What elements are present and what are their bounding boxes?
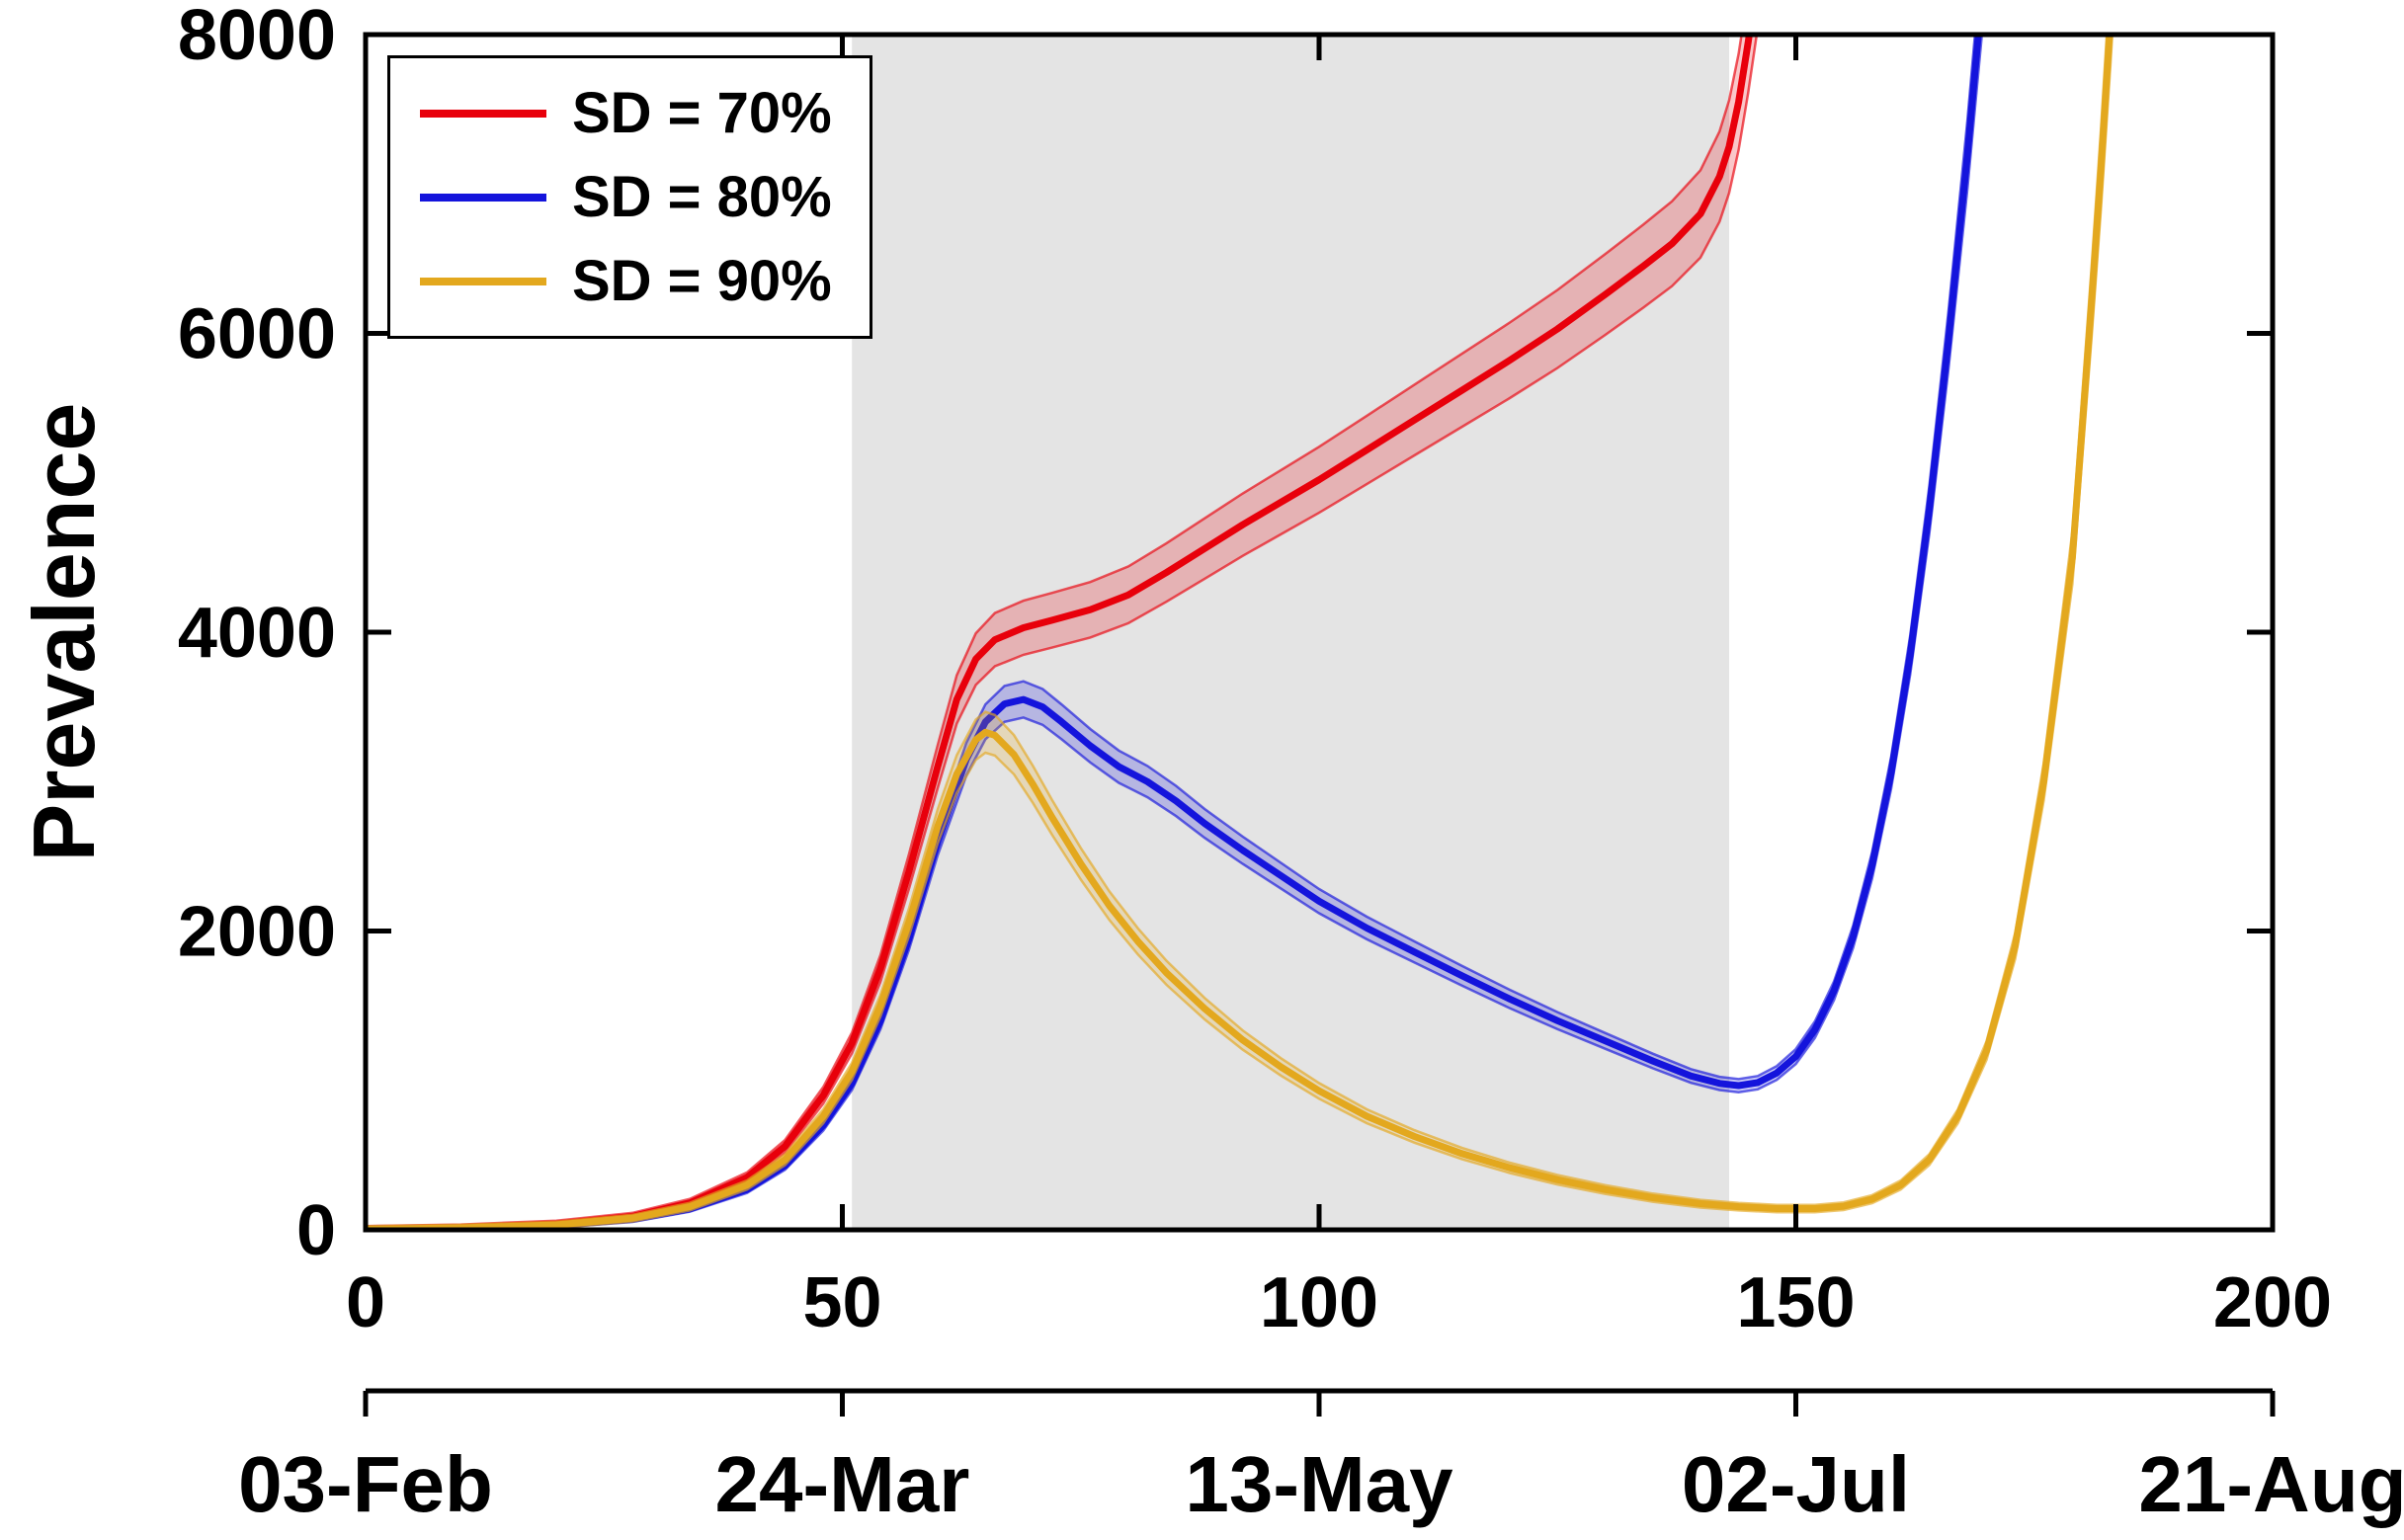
series-2-band-upper: [366, 35, 2109, 1228]
date-tick-label: 02-Jul: [1682, 1440, 1910, 1528]
legend-item-sd-80: SD = 80%: [420, 164, 832, 230]
series-2: [366, 35, 2114, 1230]
series-0-band-lower: [432, 35, 1759, 1230]
legend-line-sample-sd-80: [420, 193, 546, 202]
series-0: [366, 35, 1759, 1230]
legend-label-sd-90: SD = 90%: [572, 249, 832, 313]
legend-item-sd-90: SD = 90%: [420, 248, 832, 314]
legend: SD = 70% SD = 80% SD = 90%: [387, 55, 872, 339]
date-tick-label: 03-Feb: [238, 1440, 493, 1528]
y-tick-label: 0: [296, 1191, 336, 1270]
series-2-line: [366, 35, 2114, 1230]
legend-line-sample-sd-90: [420, 277, 546, 285]
series-2-band-lower: [450, 35, 2114, 1230]
series-0-band-upper: [366, 35, 1743, 1228]
date-axis: 03-Feb 24-Mar 13-May 02-Jul 21-Aug: [238, 1388, 2404, 1528]
y-tick-label: 8000: [178, 0, 336, 75]
y-tick-label: 4000: [178, 594, 336, 673]
y-tick-label: 6000: [178, 295, 336, 374]
x-tick-label: 0: [346, 1263, 385, 1342]
x-tick-label: 50: [802, 1263, 881, 1342]
date-tick-label: 21-Aug: [2138, 1440, 2404, 1528]
legend-label-sd-70: SD = 70%: [572, 81, 832, 145]
x-tick-label: 200: [2213, 1263, 2332, 1342]
legend-item-sd-70: SD = 70%: [420, 80, 832, 146]
y-tick-label: 2000: [178, 893, 336, 972]
legend-line-sample-sd-70: [420, 109, 546, 118]
series-1-line: [366, 35, 1982, 1230]
series-0-line: [366, 35, 1753, 1230]
y-axis-label: Prevalence: [15, 403, 113, 862]
date-tick-label: 13-May: [1185, 1440, 1453, 1528]
series-0-band: [366, 35, 1757, 1230]
x-tick-label: 150: [1736, 1263, 1855, 1342]
legend-label-sd-80: SD = 80%: [572, 165, 832, 229]
x-tick-label: 100: [1260, 1263, 1378, 1342]
date-tick-label: 24-Mar: [715, 1440, 970, 1528]
